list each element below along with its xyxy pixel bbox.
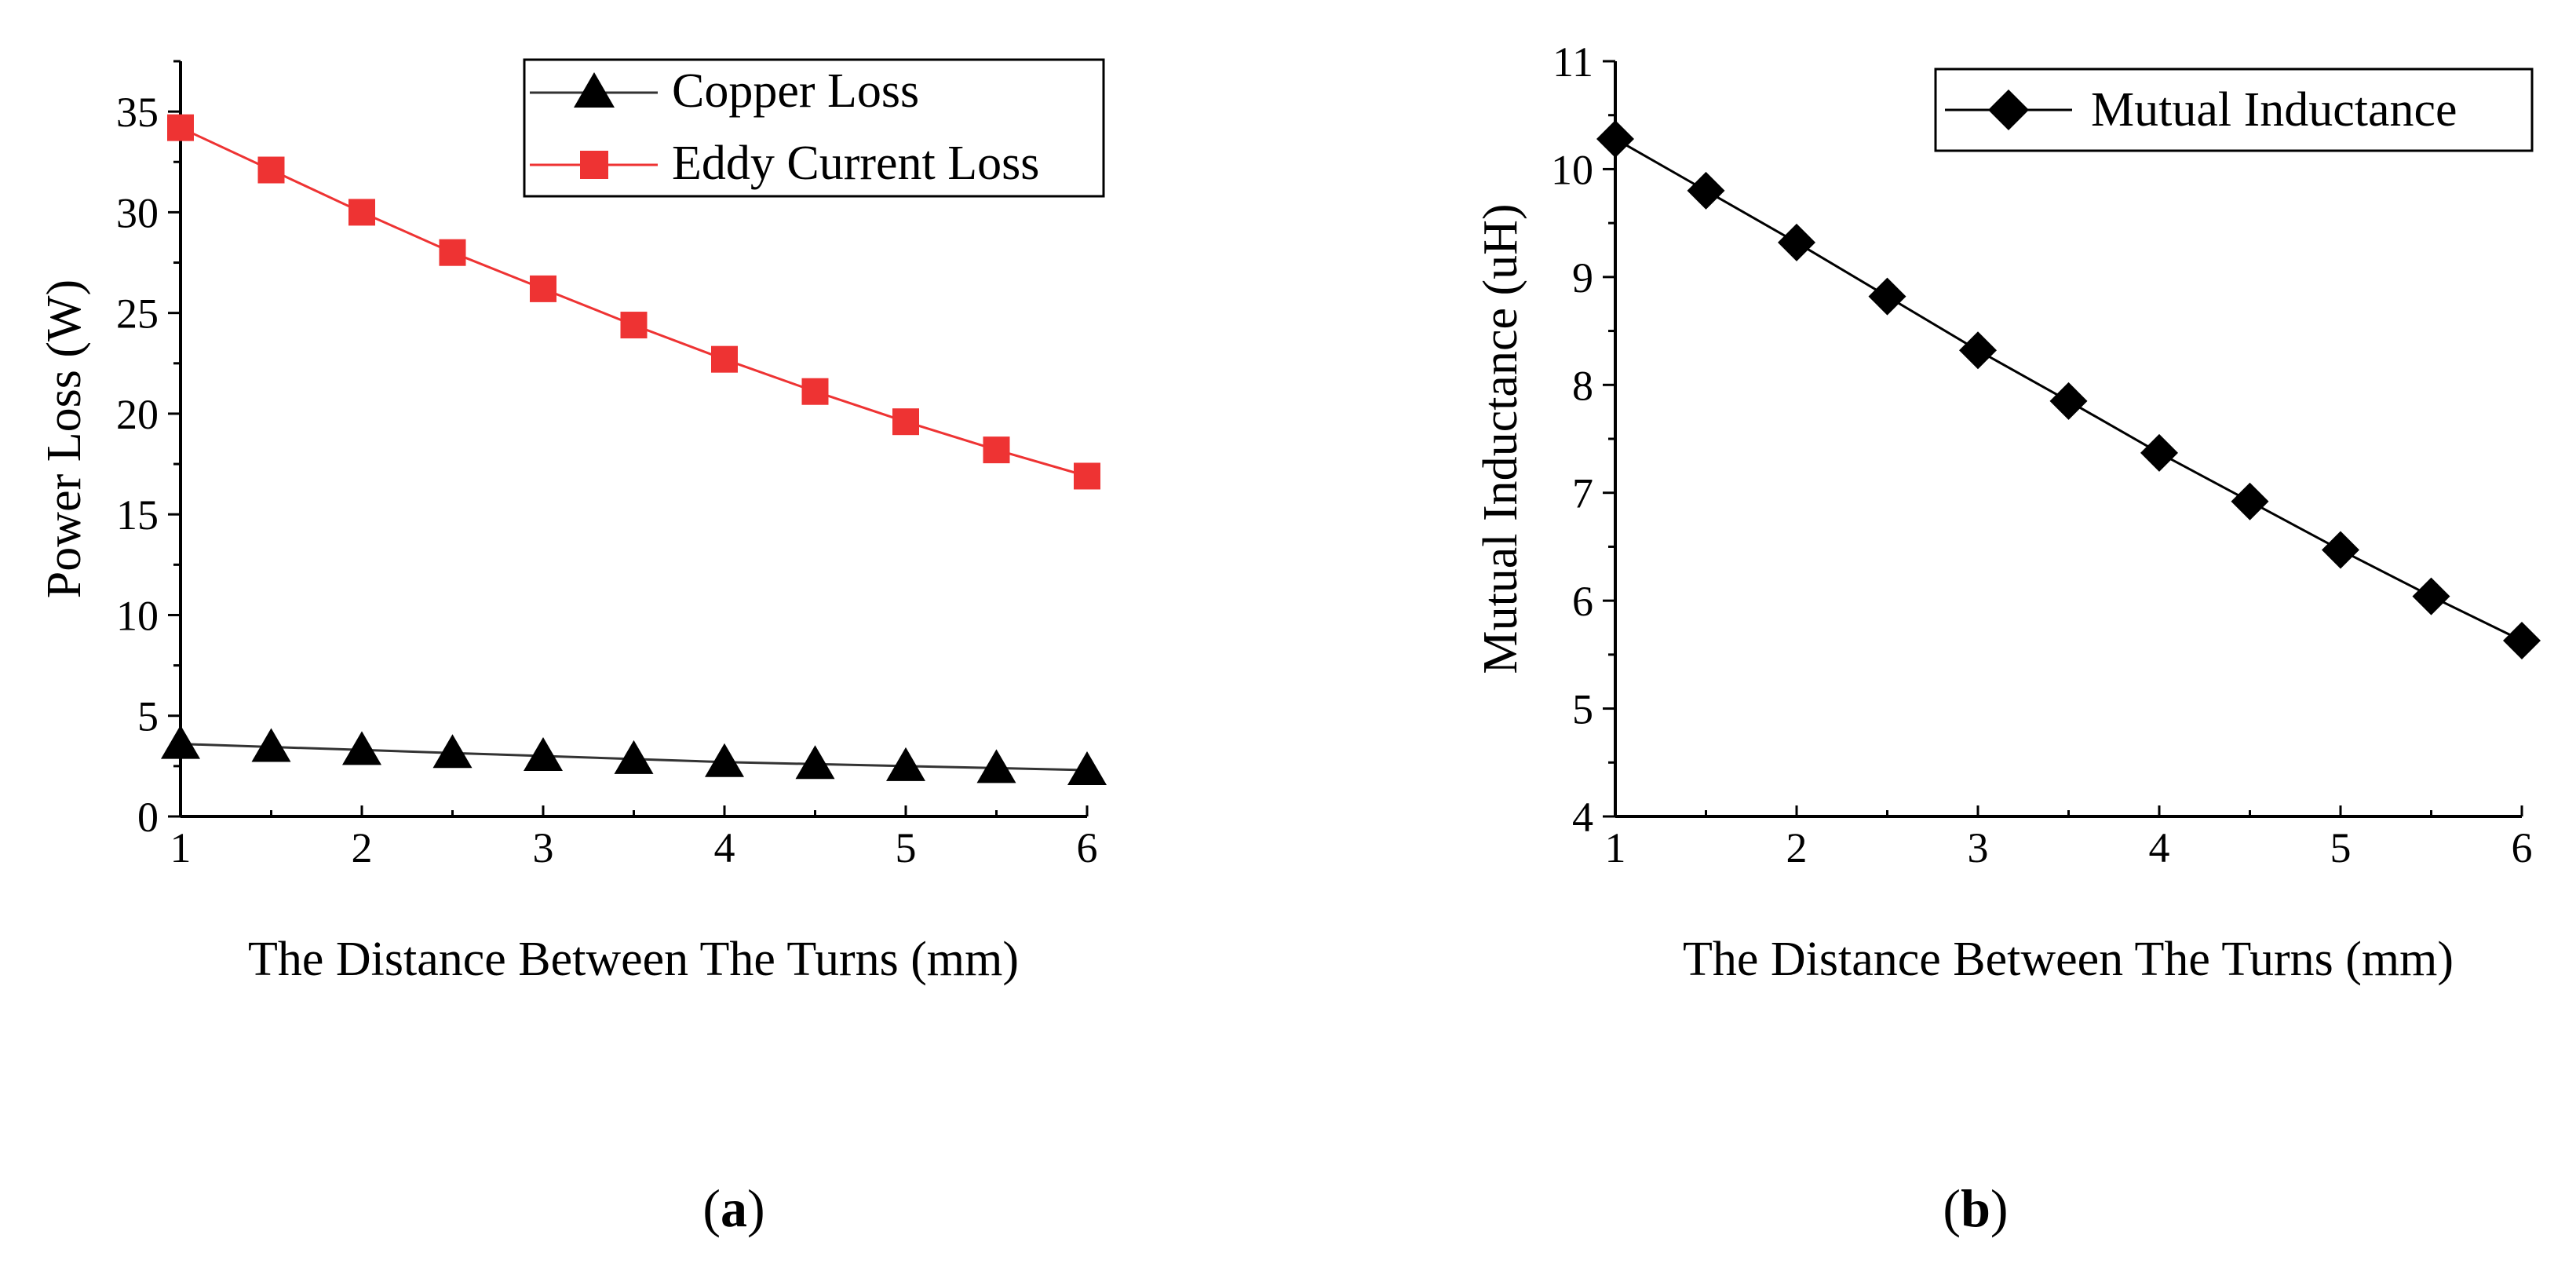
- panel-a-y-tick-label: 30: [116, 189, 159, 236]
- panel-a-x-axis-title: The Distance Between The Turns (mm): [248, 933, 1019, 986]
- panel-b-tick-labels: 1 2 3 4 5 6 4 5 6 7 8 9 10 11: [1551, 38, 2533, 871]
- eddy-current-loss-point: [439, 239, 466, 266]
- panel-b-chart: 1 2 3 4 5 6 4 5 6 7 8 9 10 11 The Distance Between Th…: [1474, 38, 2541, 986]
- legend-copper-loss-marker: [574, 72, 615, 108]
- panel-b-x-tick-label: 3: [1968, 824, 1989, 871]
- legend-copper-loss-label: Copper Loss: [672, 64, 919, 118]
- eddy-current-loss-point: [530, 275, 556, 302]
- copper-loss-point: [432, 734, 473, 769]
- caption-b: (b): [1943, 1178, 2008, 1238]
- panel-a-x-tick-label: 5: [896, 824, 917, 871]
- panel-b-y-tick-label: 4: [1572, 794, 1593, 841]
- eddy-current-loss-point: [801, 378, 829, 405]
- eddy-current-loss-point: [711, 345, 738, 373]
- copper-loss-point: [161, 725, 200, 759]
- panel-a-series: [161, 114, 1107, 785]
- mutual-inductance-point: [2140, 433, 2178, 472]
- panel-a-y-tick-label: 15: [116, 491, 159, 539]
- copper-loss-point: [886, 747, 925, 781]
- panel-b-y-tick-label: 10: [1551, 146, 1593, 193]
- panel-a-x-tick-label: 2: [352, 824, 373, 871]
- panel-a-x-tick-label: 6: [1077, 824, 1098, 871]
- mutual-inductance-point: [1868, 277, 1906, 316]
- panel-a-y-tick-label: 5: [137, 693, 159, 740]
- panel-a-y-tick-label: 0: [137, 794, 159, 841]
- panel-a-chart: 1 2 3 4 5 6 0 5 10 15 20 25 30 35 The Distance Betwee…: [38, 58, 1107, 986]
- panel-b-x-tick-label: 2: [1786, 824, 1808, 871]
- panel-b-x-tick-label: 1: [1605, 824, 1626, 871]
- mutual-inductance-point: [1687, 171, 1725, 210]
- panel-a-y-tick-label: 25: [116, 290, 159, 338]
- copper-loss-point: [614, 740, 654, 774]
- copper-loss-point: [705, 743, 744, 777]
- mutual-inductance-point: [1778, 223, 1815, 261]
- eddy-current-loss-point: [892, 408, 919, 436]
- copper-loss-point: [1067, 751, 1107, 785]
- caption-a: (a): [702, 1178, 764, 1238]
- legend-eddy-current-loss-label: Eddy Current Loss: [672, 137, 1039, 190]
- panel-a-x-tick-label: 4: [714, 824, 735, 871]
- panel-b-x-tick-label: 4: [2149, 824, 2170, 871]
- panel-a-tick-labels: 1 2 3 4 5 6 0 5 10 15 20 25 30 35: [116, 89, 1098, 871]
- panel-b-y-tick-label: 7: [1572, 470, 1593, 517]
- panel-a-y-tick-label: 35: [116, 89, 159, 136]
- mutual-inductance-point: [1596, 119, 1634, 158]
- panel-b-ticks: [1603, 60, 2523, 818]
- mutual-inductance-point: [1959, 331, 1997, 370]
- copper-loss-point: [251, 728, 291, 762]
- panel-b-x-tick-label: 5: [2330, 824, 2352, 871]
- panel-a-y-tick-label: 10: [116, 592, 159, 639]
- panel-b-series: [1596, 119, 2541, 659]
- panel-a-legend-box: [523, 58, 1105, 198]
- legend-eddy-current-loss-marker: [580, 151, 608, 179]
- panel-b-legend: Mutual Inductance: [1934, 68, 2534, 152]
- panel-a-y-axis-title: Power Loss (W): [38, 279, 91, 598]
- mutual-inductance-point: [2503, 621, 2541, 659]
- eddy-current-loss-point: [983, 436, 1010, 464]
- eddy-current-loss-point: [167, 114, 194, 141]
- mutual-inductance-point: [2231, 482, 2269, 520]
- eddy-current-loss-point: [1074, 462, 1100, 490]
- eddy-current-loss-point: [348, 199, 375, 226]
- legend-mutual-inductance-marker: [1988, 89, 2029, 130]
- panel-a-x-tick-label: 1: [170, 824, 192, 871]
- panel-b-x-axis-title: The Distance Between The Turns (mm): [1683, 933, 2454, 986]
- eddy-current-loss-point: [620, 312, 648, 339]
- copper-loss-point: [976, 749, 1016, 783]
- copper-loss-point: [342, 731, 381, 765]
- panel-b-y-tick-label: 8: [1572, 362, 1593, 409]
- legend-mutual-inductance-label: Mutual Inductance: [2091, 83, 2457, 137]
- panel-a-ticks: [168, 60, 1089, 818]
- panel-b-y-tick-label: 9: [1572, 254, 1593, 301]
- panel-b-y-axis-title: Mutual Inductance (uH): [1474, 203, 1527, 674]
- eddy-current-loss-point: [257, 156, 285, 184]
- panel-a-y-tick-label: 20: [116, 391, 159, 438]
- panel-a-legend: Copper Loss Eddy Current Loss: [523, 58, 1105, 198]
- panel-b-y-tick-label: 5: [1572, 686, 1593, 733]
- panel-a-x-tick-label: 3: [533, 824, 554, 871]
- copper-loss-point: [795, 745, 835, 780]
- mutual-inductance-point: [2049, 382, 2088, 420]
- panel-b-x-tick-label: 6: [2512, 824, 2533, 871]
- panel-b-y-tick-label: 6: [1572, 578, 1593, 625]
- mutual-inductance-point: [2322, 531, 2359, 569]
- panel-b-axes: [1614, 61, 2522, 818]
- copper-loss-point: [524, 737, 563, 772]
- mutual-inductance-point: [2412, 577, 2450, 615]
- panel-b-y-tick-label: 11: [1553, 38, 1593, 86]
